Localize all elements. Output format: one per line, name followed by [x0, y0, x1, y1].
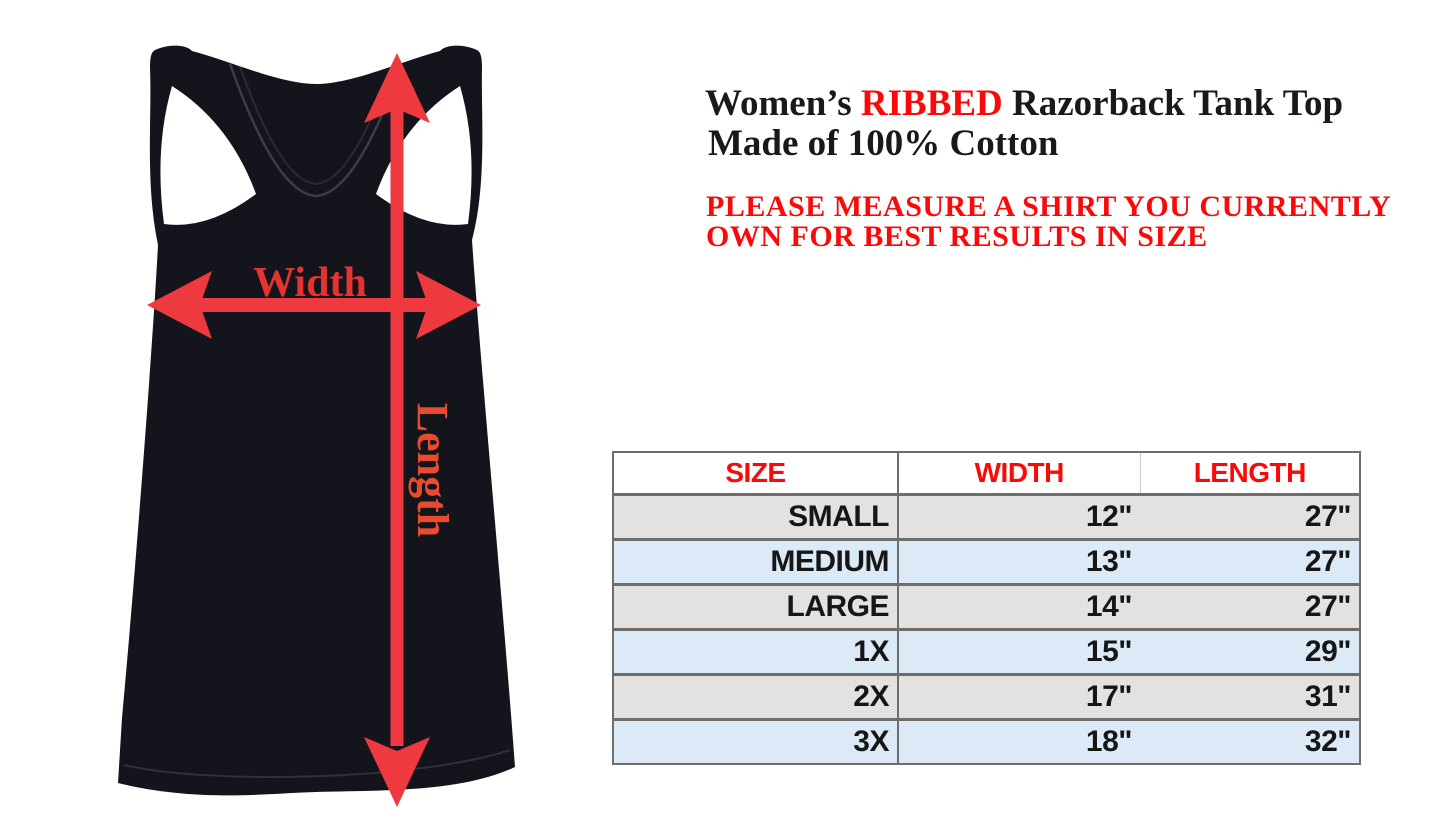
left-armhole-cutout — [160, 86, 256, 225]
cell-width: 12" — [898, 493, 1140, 540]
cell-width: 13" — [898, 538, 1140, 585]
cell-size: 1X — [613, 628, 899, 675]
measure-notice-line2: OWN FOR BEST RESULTS IN SIZE — [706, 220, 1208, 253]
product-title: Women’s RIBBED Razorback Tank Top Made o… — [705, 84, 1343, 164]
cell-length: 29" — [1140, 628, 1360, 675]
header-size: SIZE — [613, 452, 899, 495]
tank-top-figure: Width Length — [118, 45, 515, 807]
table-row-1x: 1X 15" 29" — [613, 628, 1360, 675]
table-row-2x: 2X 17" 31" — [613, 673, 1360, 720]
cell-size: LARGE — [613, 583, 899, 630]
cell-length: 27" — [1140, 538, 1360, 585]
cell-size: 2X — [613, 673, 899, 720]
width-label: Width — [253, 260, 367, 306]
table-row-small: SMALL 12" 27" — [613, 493, 1360, 540]
cell-width: 18" — [898, 718, 1140, 764]
cell-width: 15" — [898, 628, 1140, 675]
hem-seam — [123, 749, 511, 778]
length-arrow — [364, 53, 430, 807]
cell-length: 31" — [1140, 673, 1360, 720]
title-part2: Razorback Tank Top — [1002, 83, 1344, 124]
header-length: LENGTH — [1139, 452, 1360, 495]
neckline-seam — [228, 63, 404, 198]
width-arrow — [147, 271, 481, 339]
cell-width: 17" — [898, 673, 1140, 720]
table-row-3x: 3X 18" 32" — [613, 718, 1360, 764]
measure-notice: PLEASE MEASURE A SHIRT YOU CURRENTLY OWN… — [706, 192, 1391, 252]
product-title-line2: Made of 100% Cotton — [708, 123, 1059, 164]
header-width: WIDTH — [898, 452, 1140, 495]
title-part1: Women’s — [705, 83, 861, 124]
title-ribbed-highlight: RIBBED — [860, 83, 1003, 124]
cell-size: MEDIUM — [613, 538, 899, 585]
measure-notice-line1: PLEASE MEASURE A SHIRT YOU CURRENTLY — [706, 190, 1392, 223]
cell-length: 27" — [1140, 493, 1360, 540]
tank-top-silhouette — [118, 45, 515, 796]
cell-length: 27" — [1140, 583, 1360, 630]
size-table-header-row: SIZE WIDTH LENGTH — [613, 452, 1360, 495]
neckline-inner-seam — [238, 63, 394, 186]
cell-width: 14" — [898, 583, 1140, 630]
cell-length: 32" — [1140, 718, 1360, 764]
length-label: Length — [408, 403, 457, 537]
product-title-line1: Women’s RIBBED Razorback Tank Top — [705, 84, 1343, 124]
cell-size: 3X — [613, 718, 899, 764]
table-row-large: LARGE 14" 27" — [613, 583, 1360, 630]
cell-size: SMALL — [613, 493, 899, 540]
size-table: SIZE WIDTH LENGTH SMALL 12" 27" MEDIUM 1… — [612, 451, 1361, 765]
table-row-medium: MEDIUM 13" 27" — [613, 538, 1360, 585]
